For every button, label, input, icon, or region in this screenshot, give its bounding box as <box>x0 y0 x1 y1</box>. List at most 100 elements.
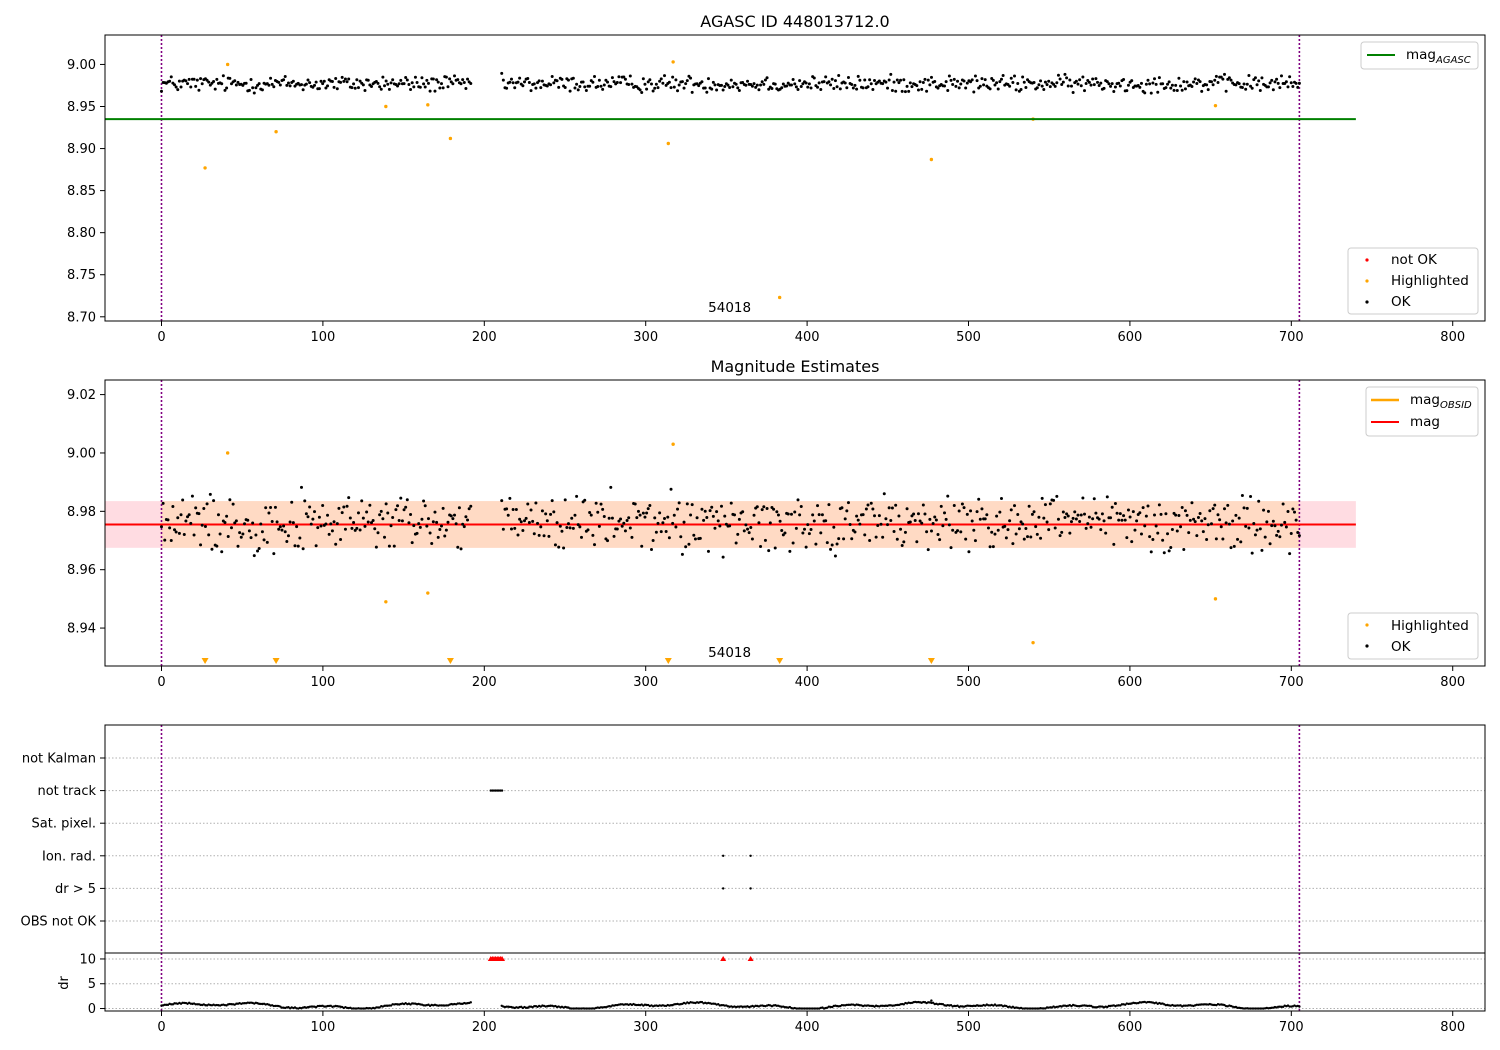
ok-point <box>768 521 772 525</box>
ok-point <box>840 506 844 510</box>
ok-point <box>159 89 163 93</box>
ok-point <box>410 81 414 85</box>
ok-point <box>807 82 811 86</box>
ok-point <box>951 528 955 532</box>
ok-point <box>1170 528 1174 532</box>
ok-point <box>215 77 219 81</box>
ok-point <box>236 80 240 84</box>
ok-point <box>334 77 338 81</box>
offscale-marker <box>776 658 784 664</box>
x-tick-label: 700 <box>1279 330 1304 345</box>
ok-point <box>881 82 885 86</box>
dr-clipped-marker <box>720 955 727 961</box>
panel2-y-axis: 8.94 8.96 8.98 9.00 9.02 <box>67 388 105 637</box>
ok-point <box>715 88 719 92</box>
panel3-dr-y-axis: 0 5 10 <box>79 952 105 1017</box>
ok-point <box>944 80 948 84</box>
ok-point <box>500 71 504 75</box>
ok-point <box>1053 526 1057 530</box>
ok-point <box>1286 85 1290 89</box>
ok-point <box>1154 524 1158 528</box>
ok-point <box>649 82 653 86</box>
ok-point <box>819 531 823 535</box>
ok-point <box>667 536 671 540</box>
ok-point <box>163 538 167 542</box>
ok-point <box>409 513 413 517</box>
ok-point <box>1166 82 1170 86</box>
ok-point <box>684 82 688 86</box>
ok-point <box>575 82 579 86</box>
ok-point <box>923 77 927 81</box>
highlighted-point <box>1213 597 1218 601</box>
ok-point <box>1187 531 1191 535</box>
ok-point <box>384 79 388 83</box>
ok-point <box>391 515 395 519</box>
ok-point <box>744 523 748 527</box>
ok-point <box>964 537 968 541</box>
ok-point <box>1128 515 1132 519</box>
panel2-legend-marker-ok <box>1365 644 1369 648</box>
ok-point <box>895 78 899 82</box>
dr-point <box>717 1003 720 1006</box>
ok-point <box>197 512 201 516</box>
ok-point <box>1040 496 1044 500</box>
ok-point <box>1268 542 1272 546</box>
ok-point <box>1297 81 1301 85</box>
ok-point <box>690 90 694 94</box>
ok-point <box>168 526 172 530</box>
ok-point <box>1024 527 1028 531</box>
panel1-legend-top-box <box>1360 41 1479 70</box>
ok-point <box>832 87 836 91</box>
ok-point <box>674 525 678 529</box>
ok-point <box>560 529 564 533</box>
ok-point <box>1149 91 1153 95</box>
ok-point <box>892 529 896 533</box>
x-tick-label: 100 <box>310 1020 335 1035</box>
highlighted-point <box>1031 640 1035 645</box>
ok-point <box>659 530 663 534</box>
ok-point <box>1206 523 1210 527</box>
ok-point <box>957 86 961 90</box>
ok-point <box>641 511 645 515</box>
ok-point <box>915 84 919 88</box>
ok-point <box>1032 510 1036 514</box>
ok-point <box>907 89 911 93</box>
ok-point <box>1205 83 1209 87</box>
ok-point <box>640 544 644 548</box>
ok-point <box>685 502 689 506</box>
x-tick-label: 600 <box>1117 1020 1142 1035</box>
ok-point <box>877 514 881 518</box>
ok-point <box>894 503 898 507</box>
ok-point <box>780 529 784 532</box>
ok-point <box>1226 503 1230 507</box>
ok-point <box>186 515 190 519</box>
ok-point <box>1146 504 1150 508</box>
ok-point <box>829 547 833 551</box>
y-tick-label: 8.95 <box>67 100 96 115</box>
ok-point <box>1179 525 1183 529</box>
ok-point <box>822 80 826 84</box>
ok-point <box>1058 77 1062 81</box>
ok-point <box>842 537 846 541</box>
ok-point <box>615 81 619 85</box>
ok-point <box>527 80 531 84</box>
ok-point <box>1278 535 1282 539</box>
ok-point <box>804 545 808 549</box>
ok-point <box>705 90 709 94</box>
ok-point <box>1263 535 1267 539</box>
ok-point <box>203 525 207 529</box>
ok-point <box>856 74 860 78</box>
ok-point <box>509 527 513 531</box>
ok-point <box>589 513 593 517</box>
ok-point <box>1214 74 1218 78</box>
ok-point <box>350 86 354 90</box>
x-tick-label: 300 <box>633 675 658 690</box>
ok-point <box>899 78 903 82</box>
ok-point <box>576 523 580 527</box>
ok-point <box>910 85 914 89</box>
ok-point <box>653 516 657 520</box>
ok-point <box>661 521 665 525</box>
ok-point <box>1237 82 1241 86</box>
ok-point <box>646 507 650 511</box>
ok-point <box>1283 520 1287 524</box>
